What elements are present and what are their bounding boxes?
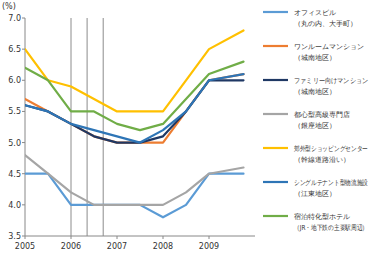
series-line [25,74,244,143]
x-tick-label: 2009 [199,242,219,251]
legend-swatch [263,215,288,217]
y-tick-label: 5.0 [8,139,21,148]
legend-label: （城南地区） [294,88,336,96]
legend-swatch [263,147,288,149]
series-line [25,74,244,143]
legend-swatch [263,181,288,183]
legend-label: （JR・地下鉄の主要駅周辺） [294,224,368,232]
legend-swatch [263,45,288,47]
x-tick-label: 2005 [15,242,35,251]
x-tick-label: 2007 [107,242,127,251]
legend-label: シングルテナント型物流施設 [294,179,368,187]
series-line [25,62,244,131]
plot-area [25,30,244,217]
legend-label: 郊外型ショッピングセンター [294,145,368,153]
y-tick-label: 6.5 [8,45,21,54]
period-line [103,18,104,236]
legend-label: （銀座地区） [294,122,336,130]
period-line [87,18,88,236]
legend-swatch [263,79,288,81]
series-line [25,155,244,205]
legend-label: ワンルームマンション [294,43,364,51]
legend-swatch [263,113,288,115]
x-tick-label: 2008 [153,242,173,251]
legend-label: ファミリー向けマンション [294,77,368,85]
legend-label: （幹線道路沿い） [294,156,350,164]
y-tick-label: 5.5 [8,107,21,116]
legend-label: オフィスビル [294,9,336,17]
y-tick-label: 4.5 [8,170,21,179]
x-axis [25,236,255,237]
legend-label: 宿泊特化型ホテル [294,213,350,221]
legend-swatch [263,11,288,13]
y-tick-label: 7.0 [8,14,21,23]
y-tick-label: 3.5 [8,232,21,241]
legend-label: （城南地区） [294,54,336,62]
y-tick-label: 6.0 [8,76,21,85]
x-tick-label: 2006 [61,242,81,251]
y-axis-label: (%) [2,2,16,11]
y-tick-label: 4.0 [8,201,21,210]
legend-label: （丸の内、大手町） [294,20,357,28]
chart: (%) 3.5 4.0 4.5 5.0 5.5 6.0 6.5 7.0 2005 2006 2007 2… [0,0,370,267]
series-line [25,30,244,111]
legend-label: 都心型高級専門店 [294,111,350,119]
legend-label: （江東地区） [294,190,336,198]
